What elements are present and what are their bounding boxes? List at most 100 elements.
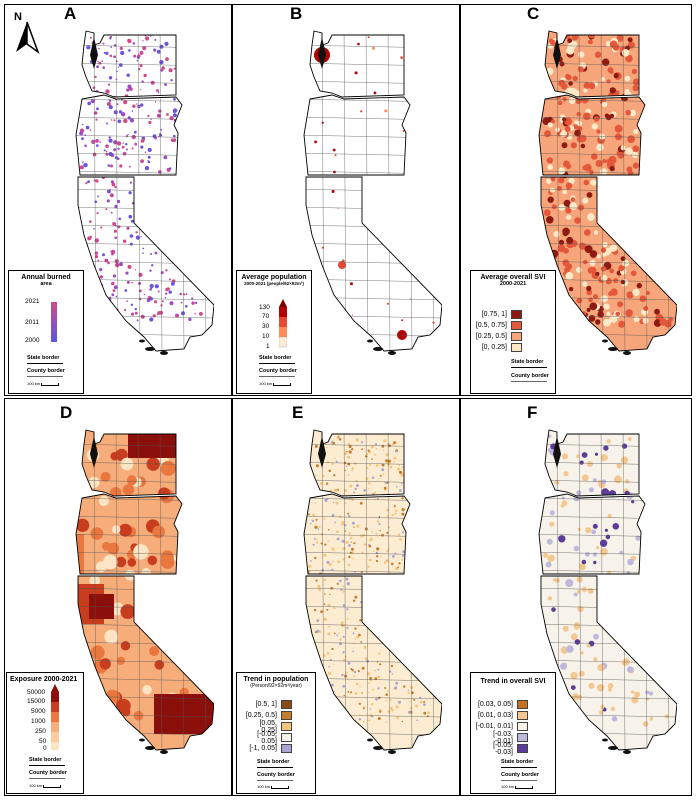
map-cell — [188, 317, 192, 322]
map-cell — [668, 317, 674, 322]
state-border — [303, 94, 411, 176]
map-cell — [402, 550, 406, 554]
map-cell — [170, 79, 173, 82]
map-cell — [331, 513, 335, 517]
map-cell — [131, 134, 136, 140]
map-cell — [323, 517, 326, 520]
map-cell — [358, 633, 361, 637]
legend-title: Average population — [241, 274, 307, 281]
map-cell — [386, 302, 389, 305]
class-label: [-1, 0.05] — [249, 745, 277, 752]
map-cell — [165, 57, 169, 61]
map-cell — [143, 73, 147, 78]
state-border — [538, 493, 646, 575]
map-cell — [173, 97, 176, 101]
map-cell — [319, 482, 323, 485]
map-cell — [142, 138, 145, 141]
map-cell — [558, 167, 566, 175]
map-cell — [129, 242, 133, 246]
map-cell — [111, 281, 115, 286]
map-cell — [560, 662, 567, 670]
map-cell — [324, 498, 328, 502]
map-cell — [338, 632, 340, 634]
map-cell — [323, 654, 326, 657]
map-cell — [99, 268, 103, 272]
map-cell — [147, 160, 151, 164]
map-cell — [328, 562, 332, 566]
map-cell — [350, 668, 353, 670]
map-cell — [639, 295, 647, 303]
class-swatch — [517, 700, 528, 709]
map-cell — [397, 700, 399, 703]
state-border-line — [501, 767, 537, 768]
map-cell — [132, 104, 136, 108]
map-cell — [157, 290, 160, 293]
map-cell — [120, 457, 134, 471]
map-cell — [565, 272, 574, 280]
state-border-line — [27, 363, 63, 364]
map-cell — [308, 564, 312, 568]
map-cell — [597, 664, 605, 672]
map-cell — [76, 518, 90, 533]
map-cell — [391, 562, 394, 566]
map-cell — [555, 291, 562, 298]
map-cell — [142, 46, 147, 51]
map-cell — [323, 436, 326, 439]
map-cell — [164, 297, 167, 299]
map-cell — [154, 50, 156, 52]
tick-label: 2000 — [25, 337, 40, 344]
map-cell — [128, 49, 131, 52]
map-cell — [158, 109, 162, 113]
map-cell — [389, 465, 393, 469]
map-cell — [331, 547, 335, 551]
map-cell — [370, 703, 374, 706]
map-cell — [419, 696, 422, 699]
map-cell — [135, 231, 138, 234]
map-cell — [612, 523, 620, 530]
map-cell — [119, 46, 123, 50]
map-cell — [375, 448, 378, 450]
map-cell — [314, 556, 317, 560]
map-cell — [151, 264, 154, 267]
map-cell — [355, 479, 358, 483]
map-cell — [126, 280, 130, 284]
map-cell — [354, 627, 357, 630]
map-cell — [385, 721, 388, 723]
map-cell — [185, 305, 188, 308]
map-cell — [627, 37, 633, 43]
map-cell — [382, 449, 385, 451]
map-cell — [604, 113, 609, 118]
map-cell — [550, 176, 556, 182]
map-cell — [340, 621, 344, 625]
map-cell — [595, 271, 600, 276]
map-cell — [351, 467, 354, 470]
map-cell — [551, 119, 556, 124]
map-cell — [136, 103, 138, 105]
class-label: [0.01, 0.03] — [477, 712, 513, 719]
map-cell — [379, 710, 382, 713]
legend-d: Exposure 2000-2021 50000 15000 5000 1000… — [6, 672, 84, 794]
class-label: [0.5, 0.75] — [475, 322, 507, 329]
map-cell — [361, 692, 363, 694]
class-swatch — [281, 744, 292, 753]
map-cell — [117, 199, 121, 204]
map-cell — [313, 537, 316, 540]
map-cell — [314, 140, 317, 144]
map-cell — [624, 75, 631, 82]
map-cell — [320, 610, 323, 614]
island — [160, 750, 168, 754]
state-border-label: State border — [501, 759, 534, 765]
map-cell — [654, 308, 660, 315]
map-cell — [99, 275, 103, 279]
map-cell — [570, 633, 578, 641]
map-cell — [590, 179, 597, 186]
map-cell — [576, 454, 580, 458]
map-cell — [346, 608, 349, 611]
map-cell — [620, 456, 629, 464]
map-cell — [331, 190, 335, 193]
map-cell — [593, 657, 598, 662]
map-cell — [347, 563, 351, 567]
map-cell — [553, 231, 560, 238]
map-cell — [583, 112, 591, 121]
map-cell — [366, 659, 370, 663]
